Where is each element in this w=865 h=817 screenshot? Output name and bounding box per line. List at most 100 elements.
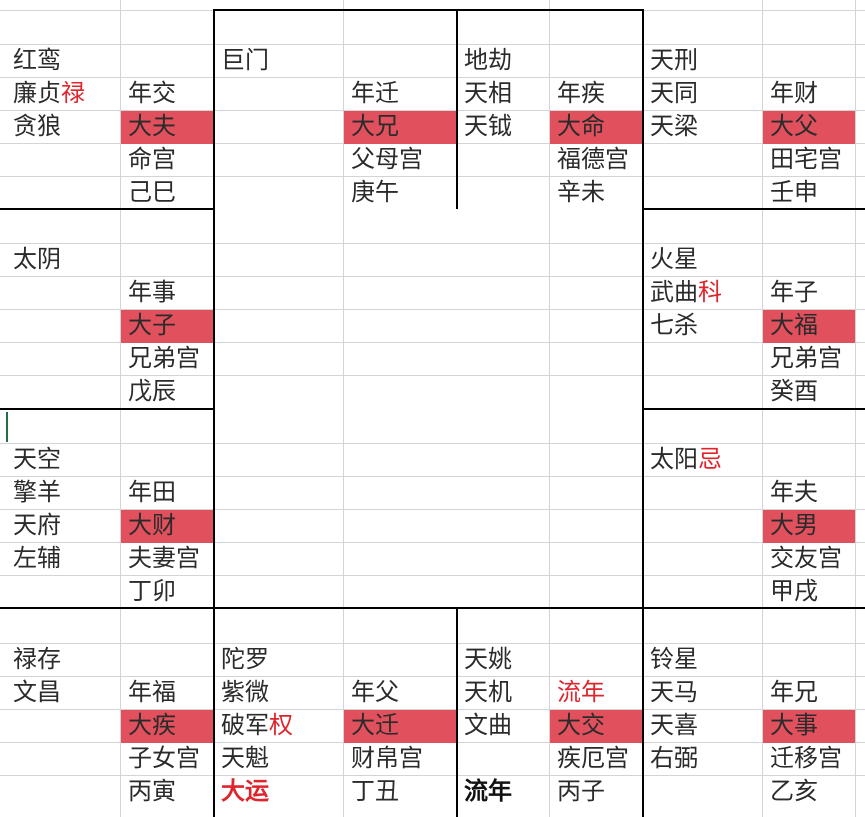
star-cell[interactable]: 左辅	[13, 544, 61, 572]
decade-label[interactable]: 大迁	[351, 711, 399, 739]
star-cell[interactable]: 天钺	[464, 112, 512, 140]
palace-name[interactable]: 福德宫	[557, 145, 629, 173]
palace-name[interactable]: 交友宫	[770, 544, 842, 572]
ganzhi-label[interactable]: 丙寅	[128, 777, 176, 805]
star-cell[interactable]: 红鸾	[13, 46, 61, 74]
year-label[interactable]: 年事	[128, 278, 176, 306]
palace-border	[642, 208, 865, 210]
ganzhi-label[interactable]: 丙子	[557, 777, 605, 805]
star-cell[interactable]: 铃星	[650, 645, 698, 673]
ganzhi-label[interactable]: 丁卯	[128, 577, 176, 605]
decade-label[interactable]: 大子	[128, 311, 176, 339]
palace-border	[456, 10, 458, 209]
star-cell[interactable]: 火星	[650, 245, 698, 273]
star-cell[interactable]: 廉贞禄	[6, 77, 85, 110]
ganzhi-label[interactable]: 戊辰	[128, 377, 176, 405]
palace-name[interactable]: 夫妻宫	[128, 544, 200, 572]
palace-name[interactable]: 田宅宫	[770, 145, 842, 173]
row-gridline	[0, 44, 865, 45]
decade-label[interactable]: 大兄	[351, 112, 399, 140]
year-label[interactable]: 年田	[128, 478, 176, 506]
decade-label[interactable]: 大福	[770, 311, 818, 339]
flow-year-label[interactable]: 流年	[557, 678, 605, 706]
star-name: 破军	[221, 711, 269, 739]
highlight-fill	[763, 710, 855, 743]
star-cell[interactable]: 陀罗	[221, 645, 269, 673]
ganzhi-label[interactable]: 癸酉	[770, 377, 818, 405]
star-cell[interactable]: 太阴	[13, 245, 61, 273]
star-cell[interactable]: 天马	[650, 678, 698, 706]
decade-label[interactable]: 大财	[128, 511, 176, 539]
palace-name[interactable]: 命宫	[128, 145, 176, 173]
row-gridline	[0, 309, 865, 310]
star-cell[interactable]: 天刑	[650, 46, 698, 74]
ganzhi-label[interactable]: 乙亥	[770, 777, 818, 805]
star-cell[interactable]: 天梁	[650, 112, 698, 140]
palace-border	[213, 209, 215, 817]
palace-name[interactable]: 兄弟宫	[770, 344, 842, 372]
ganzhi-label[interactable]: 甲戌	[770, 577, 818, 605]
palace-border	[456, 608, 458, 817]
row-gridline	[0, 110, 865, 111]
palace-name[interactable]: 迁移宫	[770, 744, 842, 772]
period-note[interactable]: 流年	[464, 777, 512, 805]
decade-label[interactable]: 大夫	[128, 112, 176, 140]
year-label[interactable]: 年交	[128, 79, 176, 107]
highlight-fill	[550, 111, 642, 144]
star-cell[interactable]: 天魁	[221, 744, 269, 772]
star-cell[interactable]: 贪狼	[13, 112, 61, 140]
star-cell[interactable]: 天姚	[464, 645, 512, 673]
ganzhi-label[interactable]: 丁丑	[351, 777, 399, 805]
palace-name[interactable]: 疾厄宫	[557, 744, 629, 772]
decade-label[interactable]: 大疾	[128, 711, 176, 739]
palace-name[interactable]: 子女宫	[128, 744, 200, 772]
star-cell[interactable]: 文曲	[464, 711, 512, 739]
star-cell[interactable]: 天同	[650, 79, 698, 107]
ganzhi-label[interactable]: 壬申	[770, 178, 818, 206]
palace-border	[213, 9, 644, 11]
star-cell[interactable]: 右弼	[650, 744, 698, 772]
highlight-fill	[344, 111, 456, 144]
highlight-fill	[763, 111, 855, 144]
year-label[interactable]: 年兄	[770, 678, 818, 706]
star-cell[interactable]: 七杀	[650, 311, 698, 339]
star-cell[interactable]: 天相	[464, 79, 512, 107]
star-cell[interactable]: 天喜	[650, 711, 698, 739]
decade-label[interactable]: 大男	[770, 511, 818, 539]
highlight-fill	[121, 310, 213, 343]
decade-label[interactable]: 大交	[557, 711, 605, 739]
year-label[interactable]: 年迁	[351, 79, 399, 107]
star-cell[interactable]: 天机	[464, 678, 512, 706]
decade-label[interactable]: 大父	[770, 112, 818, 140]
palace-border	[213, 10, 215, 209]
star-cell[interactable]: 天空	[13, 445, 61, 473]
decade-label[interactable]: 大命	[557, 112, 605, 140]
star-cell[interactable]: 文昌	[13, 678, 61, 706]
star-cell[interactable]: 太阳忌	[643, 443, 722, 476]
ganzhi-label[interactable]: 己巳	[128, 178, 176, 206]
ganzhi-label[interactable]: 庚午	[351, 178, 399, 206]
palace-border	[0, 208, 214, 210]
star-cell[interactable]: 武曲科	[643, 276, 722, 309]
star-cell[interactable]: 破军权	[214, 709, 293, 742]
decade-label[interactable]: 大事	[770, 711, 818, 739]
year-label[interactable]: 年财	[770, 79, 818, 107]
ganzhi-label[interactable]: 辛未	[557, 178, 605, 206]
year-label[interactable]: 年子	[770, 278, 818, 306]
palace-name[interactable]: 财帛宫	[351, 744, 423, 772]
star-cell[interactable]: 擎羊	[13, 478, 61, 506]
year-label[interactable]: 年父	[351, 678, 399, 706]
palace-name[interactable]: 兄弟宫	[128, 344, 200, 372]
star-cell[interactable]: 紫微	[221, 678, 269, 706]
highlight-fill	[121, 710, 213, 743]
star-cell[interactable]: 禄存	[13, 645, 61, 673]
star-cell[interactable]: 地劫	[464, 46, 512, 74]
palace-name[interactable]: 父母宫	[351, 145, 423, 173]
period-note[interactable]: 大运	[221, 777, 269, 805]
year-label[interactable]: 年夫	[770, 478, 818, 506]
star-cell[interactable]: 巨门	[221, 46, 269, 74]
year-label[interactable]: 年福	[128, 678, 176, 706]
star-cell[interactable]: 天府	[13, 511, 61, 539]
year-label[interactable]: 年疾	[557, 79, 605, 107]
